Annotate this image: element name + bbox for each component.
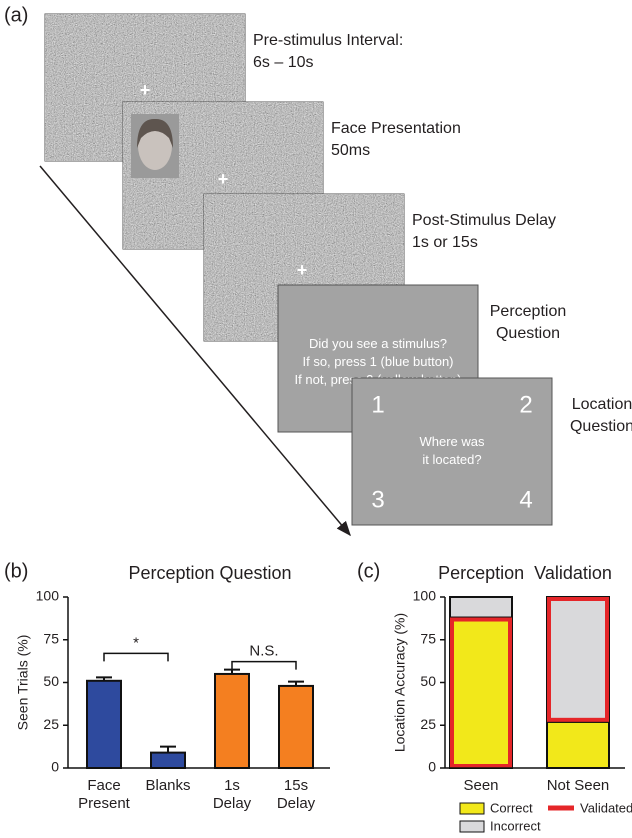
significance-bracket [104,653,168,661]
legend-label: Incorrect [490,818,541,833]
screen-caption: Face Presentation [331,120,461,137]
y-axis-label: Location Accuracy (%) [392,613,408,752]
screen-caption: Perception [490,303,567,320]
screen-caption: 1s or 15s [412,234,478,251]
chart-title: Perception Validation [438,563,612,583]
y-axis-label: Seen Trials (%) [15,635,31,731]
screen-caption: Pre-stimulus Interval: [253,32,403,49]
y-tick-label: 50 [420,673,436,689]
x-tick-label: Present [78,795,131,812]
panel-label: (b) [4,560,28,582]
screen-caption: Question [570,418,632,435]
y-tick-label: 25 [43,716,59,732]
fixation-cross: + [297,260,308,280]
legend-swatch [460,803,484,814]
screen-text: Did you see a stimulus? [309,336,447,351]
screen-caption: Question [496,325,560,342]
screen-caption: 6s – 10s [253,54,313,71]
bar [87,681,121,768]
screen-caption: Post-Stimulus Delay [412,212,556,229]
y-tick-label: 75 [43,630,59,646]
bar-segment [450,618,512,768]
legend-swatch [460,821,484,832]
panel-label: (a) [4,4,28,26]
screen-caption: 50ms [331,142,370,159]
x-tick-label: Face [87,777,120,794]
screen-text: Where was [419,434,485,449]
fixation-cross: + [140,80,151,100]
screen-text: If so, press 1 (blue button) [302,354,453,369]
significance-label: * [133,634,139,651]
figure: (a) + Pre-stimulus Interval: 6s – 10s + Face … [0,0,632,838]
legend-label: Correct [490,800,533,815]
bar [279,686,313,768]
bar [151,753,185,768]
bar-segment [547,597,609,722]
x-tick-label: Seen [463,777,498,794]
significance-bracket [232,662,296,670]
x-tick-label: 15s [284,777,308,794]
significance-label: N.S. [249,643,278,660]
corner-number: 2 [519,391,532,418]
y-tick-label: 0 [428,759,436,775]
panel-label: (c) [357,560,380,582]
chart-title: Perception Question [128,563,291,583]
bar [215,674,249,768]
legend-label: Validated [580,800,632,815]
x-tick-label: Delay [213,795,252,812]
y-tick-label: 0 [51,759,59,775]
corner-number: 3 [371,486,384,513]
y-tick-label: 50 [43,673,59,689]
corner-number: 1 [371,391,384,418]
x-tick-label: Delay [277,795,316,812]
y-tick-label: 25 [420,716,436,732]
corner-number: 4 [519,486,532,513]
y-tick-label: 100 [36,588,60,604]
y-tick-label: 100 [413,588,437,604]
screen-text: it located? [422,452,481,467]
y-tick-label: 75 [420,630,436,646]
fixation-cross: + [218,169,229,189]
bar-segment [547,722,609,768]
x-tick-label: Blanks [145,777,190,794]
screen-caption: Location [572,396,632,413]
x-tick-label: Not Seen [547,777,610,794]
bar-segment [450,597,512,618]
x-tick-label: 1s [224,777,240,794]
